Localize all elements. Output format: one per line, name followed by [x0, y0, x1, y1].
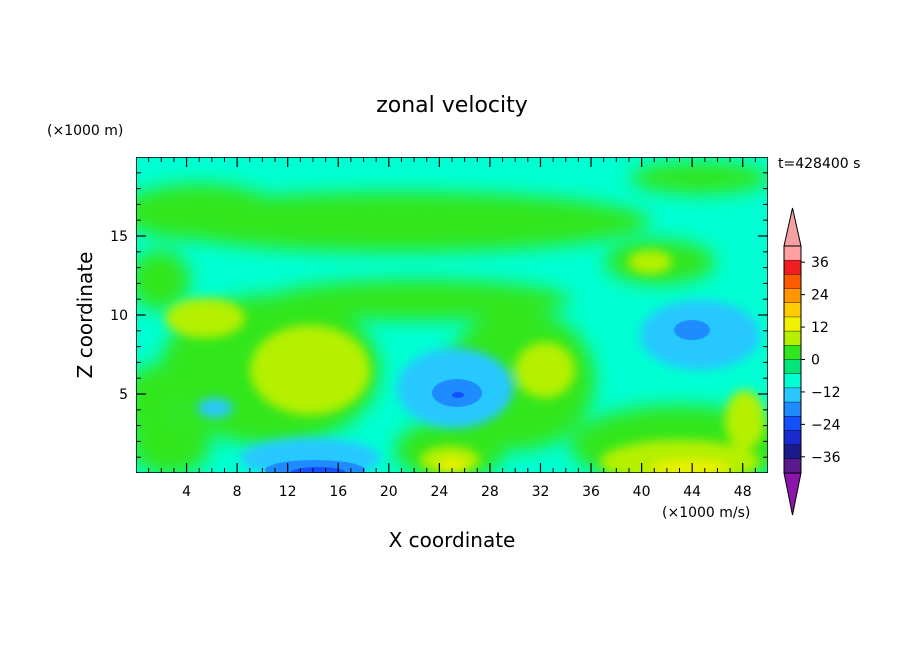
lime-lobe-left-high [165, 298, 245, 338]
colorbar-tick-label: 12 [811, 320, 829, 336]
minimum-right-outer [674, 320, 710, 340]
x-tick-label: 48 [734, 484, 752, 500]
y-tick-label: 10 [110, 308, 128, 324]
lime-lobe-far-right [725, 390, 765, 450]
colorbar-tick-label: −36 [811, 450, 841, 466]
green-lobe-left-edge [136, 365, 175, 445]
x-tick-label: 16 [329, 484, 347, 500]
x-tick-label: 28 [481, 484, 499, 500]
colorbar-segment [784, 416, 801, 431]
colorbar-under-triangle [783, 472, 802, 516]
yellow-spot-bottom-center [438, 459, 466, 473]
colorbar: 36 24 12 0 −12 −24 −36 [783, 207, 841, 516]
colorbar-segment [784, 373, 801, 389]
y-tick-label: 15 [110, 229, 128, 245]
x-axis-ticks: 4 8 12 16 20 24 28 32 36 40 44 48 [148, 157, 756, 500]
minimum-center-inner [452, 392, 464, 398]
contour-field [136, 157, 768, 473]
colorbar-segment [784, 359, 801, 374]
green-band-mid [270, 280, 570, 320]
x-tick-label: 12 [279, 484, 297, 500]
y-axis-label: Z coordinate [73, 252, 97, 379]
colorbar-tick-label: 36 [811, 255, 829, 271]
x-tick-label: 36 [582, 484, 600, 500]
time-label: t=428400 s [778, 156, 860, 172]
x-tick-label: 4 [182, 484, 191, 500]
colorbar-segment [784, 444, 801, 460]
green-band-upper-left [136, 184, 280, 240]
colorbar-segment [784, 345, 801, 360]
x-tick-label: 40 [633, 484, 651, 500]
colorbar-segment [784, 288, 801, 304]
colorbar-unit-label: (×1000 m/s) [662, 505, 750, 521]
lime-lobe-center-right [515, 342, 575, 398]
colorbar-segment [784, 458, 801, 474]
green-band-upper-right [630, 162, 768, 194]
x-axis-label: X coordinate [389, 528, 516, 552]
colorbar-segment [784, 402, 801, 417]
x-tick-label: 24 [430, 484, 448, 500]
colorbar-segment [784, 387, 801, 403]
colorbar-tick-label: 24 [811, 288, 829, 304]
lime-lobe-left [250, 325, 370, 415]
x-tick-label: 20 [380, 484, 398, 500]
lime-lobe-right-top [628, 250, 672, 274]
x-tick-label: 44 [683, 484, 701, 500]
green-band-left-mid [136, 250, 190, 310]
y-unit-label: (×1000 m) [47, 123, 123, 139]
colorbar-segment [784, 430, 801, 445]
yellow-spot-bottom-right [650, 461, 730, 473]
colorbar-segment [784, 246, 801, 261]
x-tick-label: 32 [532, 484, 550, 500]
minimum-bottom-left-inner [290, 467, 346, 473]
colorbar-segment [784, 260, 801, 275]
colorbar-tick-label: −12 [811, 385, 841, 401]
colorbar-over-triangle [783, 207, 802, 247]
colorbar-segment [784, 331, 801, 346]
colorbar-tick-label: −24 [811, 417, 841, 433]
y-tick-label: 5 [119, 387, 128, 403]
colorbar-segment [784, 274, 801, 289]
y-axis-ticks: 5 10 15 [110, 172, 768, 458]
colorbar-segment [784, 302, 801, 318]
colorbar-tick-label: 0 [811, 353, 820, 369]
colorbar-segment [784, 316, 801, 332]
x-tick-label: 8 [233, 484, 242, 500]
chart-title: zonal velocity [376, 93, 528, 118]
cyan-lobe-left-small [197, 398, 233, 418]
